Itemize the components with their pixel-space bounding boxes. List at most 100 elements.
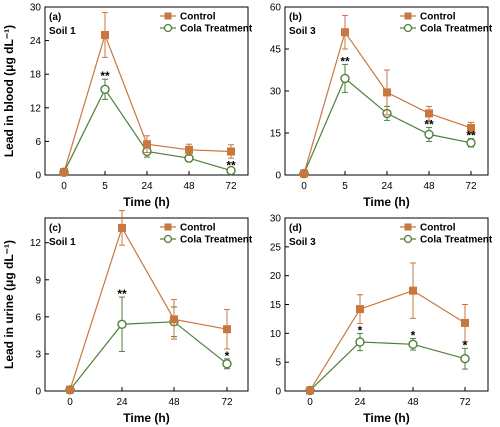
- y-tick-label: 10: [270, 329, 282, 340]
- y-tick-label: 12: [30, 238, 42, 249]
- soil-label: Soil 3: [289, 237, 316, 248]
- panel-b: 0 15 30 45 60 0 5 24 48 72 Time (h) (b) Soil 3 Contro…: [270, 3, 493, 210]
- x-axis-title: Time (h): [363, 411, 409, 425]
- x-tick-label: 48: [168, 397, 180, 408]
- data-point-control: [341, 28, 349, 37]
- x-tick-label: 24: [116, 397, 128, 408]
- data-point-control: [66, 385, 74, 394]
- y-tick-label: 30: [270, 214, 282, 225]
- data-point-control: [101, 31, 109, 39]
- y-tick-label: 6: [35, 137, 41, 148]
- x-axis-title: Time (h): [123, 411, 169, 425]
- significance-label: *: [411, 329, 416, 343]
- legend-label: Cola Treatment: [420, 24, 493, 35]
- data-point-control: [118, 223, 126, 232]
- x-tick-label: 0: [61, 181, 67, 192]
- significance-label: *: [463, 338, 468, 352]
- x-tick-label: 72: [459, 397, 471, 408]
- series-line-control: [309, 289, 466, 391]
- plot-frame: [44, 217, 249, 392]
- panel-a: 0 6 12 18 24 30 0 5 24 48 72 Time (h) Lead in blood …: [2, 3, 253, 210]
- soil-label: Soil 3: [289, 26, 316, 37]
- significance-label: **: [424, 117, 434, 131]
- legend-marker-cola: [163, 234, 173, 244]
- panel-label: (b): [289, 12, 302, 23]
- x-axis-title: Time (h): [123, 195, 169, 209]
- y-axis-title: Lead in blood (μg dL⁻¹): [2, 25, 16, 157]
- data-point-cola: [100, 84, 110, 95]
- y-tick-label: 0: [275, 387, 281, 398]
- data-point-cola: [117, 319, 127, 329]
- panel-label: (c): [49, 223, 61, 234]
- data-point-control: [143, 140, 151, 149]
- data-point-control: [461, 318, 469, 327]
- legend-label: Control: [420, 223, 456, 234]
- y-tick-label: 45: [270, 45, 282, 56]
- y-tick-label: 12: [30, 103, 42, 114]
- y-axis-title: Lead in urine (μg dL⁻¹): [2, 240, 16, 369]
- data-point-cola: [226, 165, 236, 176]
- x-tick-label: 48: [407, 397, 419, 408]
- y-tick-label: 15: [270, 129, 282, 140]
- y-tick-label: 25: [270, 242, 282, 253]
- y-tick-label: 0: [35, 171, 41, 182]
- x-axis-title: Time (h): [363, 195, 409, 209]
- y-tick-label: 20: [270, 271, 282, 282]
- y-tick-label: 18: [30, 70, 42, 81]
- x-tick-label: 72: [225, 181, 237, 192]
- significance-label: **: [100, 69, 110, 83]
- legend-marker-control: [404, 223, 412, 231]
- significance-label: *: [225, 349, 230, 363]
- data-point-control: [223, 325, 231, 334]
- y-tick-label: 3: [35, 349, 41, 360]
- data-point-control: [356, 305, 364, 314]
- data-point-control: [409, 286, 417, 295]
- legend-marker-cola: [403, 23, 413, 33]
- series-line-control: [69, 226, 228, 390]
- y-tick-label: 5: [275, 358, 281, 369]
- x-tick-label: 72: [221, 397, 233, 408]
- x-tick-label: 48: [183, 181, 195, 192]
- panel-c: 0 3 6 9 12 0 24 48 72 Time (h) Lead in urine (μg d…: [2, 210, 253, 425]
- series-line-cola: [309, 341, 466, 391]
- data-point-control: [170, 315, 178, 324]
- legend-label: Control: [420, 12, 456, 23]
- y-tick-label: 0: [275, 171, 281, 182]
- y-tick-label: 30: [270, 87, 282, 98]
- x-tick-label: 24: [354, 397, 366, 408]
- x-tick-label: 0: [301, 181, 307, 192]
- legend-marker-cola: [403, 234, 413, 244]
- significance-label: **: [226, 158, 236, 172]
- data-point-cola: [408, 339, 418, 349]
- y-tick-label: 6: [35, 312, 41, 323]
- legend-marker-control: [404, 12, 412, 20]
- legend-label: Cola Treatment: [420, 235, 493, 246]
- legend-label: Cola Treatment: [180, 24, 253, 35]
- y-tick-label: 15: [270, 300, 282, 311]
- data-point-cola: [355, 337, 365, 347]
- x-tick-label: 24: [141, 181, 153, 192]
- panel-d: 0 5 10 15 20 25 30 0 24 48 72 Time (h) (d) Soil 3 Cont…: [270, 214, 493, 426]
- x-tick-label: 0: [307, 397, 313, 408]
- soil-label: Soil 1: [49, 26, 76, 37]
- data-point-control: [60, 168, 68, 177]
- data-point-cola: [340, 73, 350, 84]
- panel-label: (d): [289, 223, 302, 234]
- x-tick-label: 5: [102, 181, 108, 192]
- data-point-control: [467, 123, 475, 132]
- x-tick-label: 5: [342, 181, 348, 192]
- data-point-control: [383, 88, 391, 97]
- data-point-control: [306, 386, 314, 395]
- x-tick-label: 0: [67, 397, 73, 408]
- y-tick-label: 60: [270, 3, 282, 14]
- y-tick-label: 24: [30, 36, 42, 47]
- series-line-cola: [63, 88, 232, 173]
- legend-marker-control: [164, 223, 172, 231]
- data-point-cola: [222, 359, 232, 369]
- y-tick-label: 0: [35, 387, 41, 398]
- significance-label: **: [117, 287, 127, 301]
- soil-label: Soil 1: [49, 237, 76, 248]
- data-point-cola: [460, 354, 470, 364]
- data-point-control: [300, 169, 308, 178]
